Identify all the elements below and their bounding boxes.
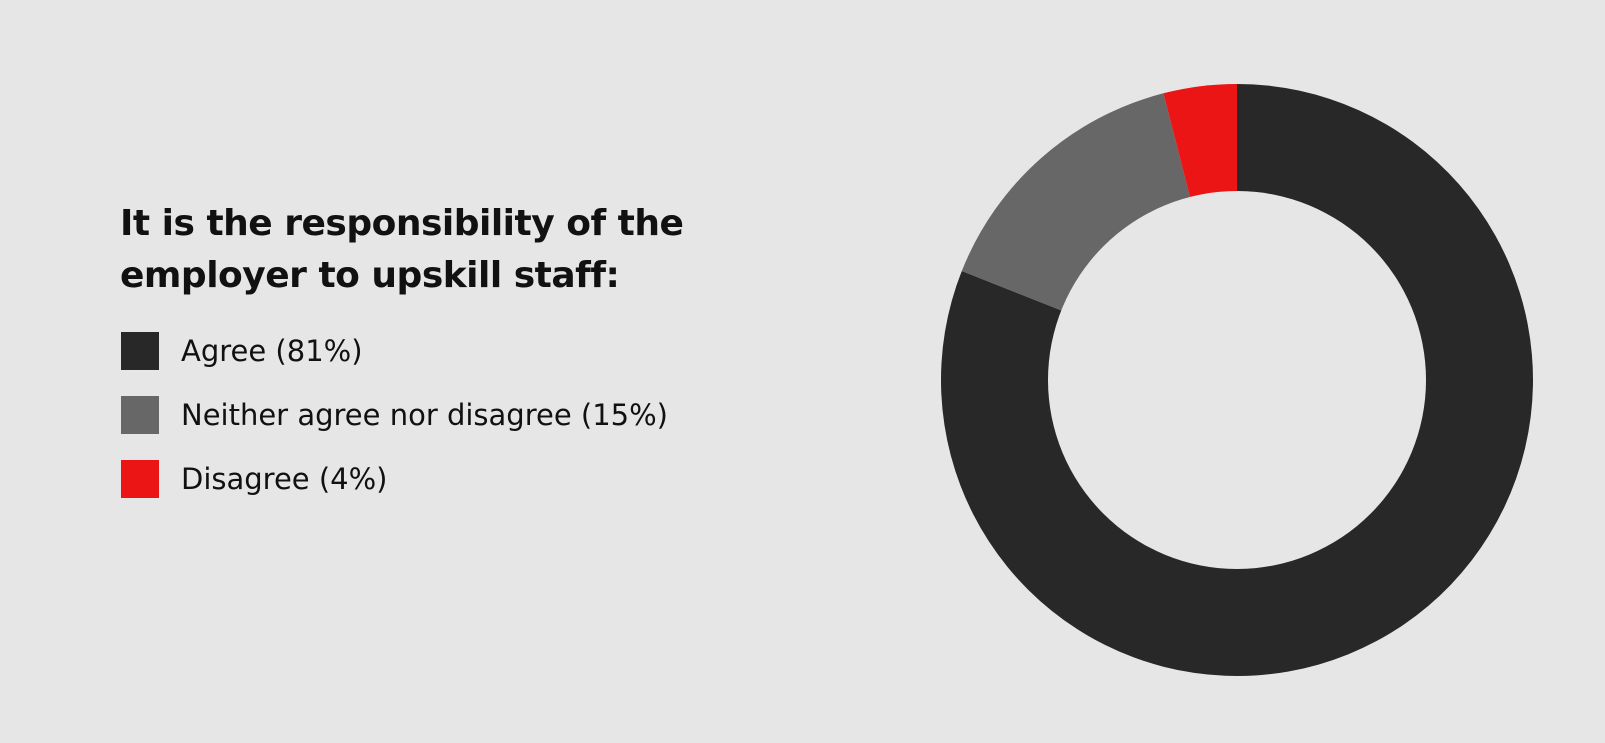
legend-swatch-disagree [121, 460, 159, 498]
legend-swatch-agree [121, 332, 159, 370]
legend-item-neither: Neither agree nor disagree (15%) [121, 396, 668, 434]
donut-hole [1048, 191, 1426, 569]
legend: Agree (81%) Neither agree nor disagree (… [121, 332, 668, 524]
chart-title: It is the responsibility of the employer… [120, 203, 684, 296]
legend-item-agree: Agree (81%) [121, 332, 668, 370]
legend-label-neither: Neither agree nor disagree (15%) [181, 398, 668, 432]
legend-item-disagree: Disagree (4%) [121, 460, 668, 498]
legend-swatch-neither [121, 396, 159, 434]
legend-label-agree: Agree (81%) [181, 334, 363, 368]
legend-label-disagree: Disagree (4%) [181, 462, 388, 496]
